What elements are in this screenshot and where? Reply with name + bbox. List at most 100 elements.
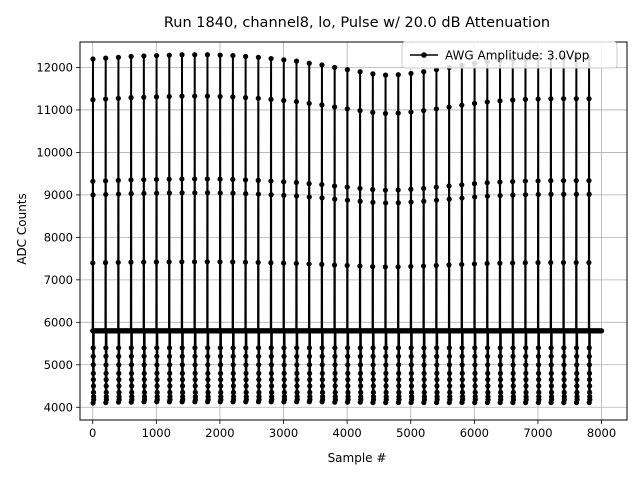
data-point [536, 377, 542, 383]
data-point [396, 383, 402, 389]
data-point [141, 94, 147, 100]
data-point [370, 109, 376, 115]
data-point [396, 397, 402, 403]
data-point [523, 397, 529, 403]
data-point [281, 362, 287, 368]
data-point [256, 383, 262, 389]
data-point [217, 190, 223, 196]
data-point [484, 193, 490, 199]
data-point [90, 362, 96, 368]
data-point [294, 362, 300, 368]
data-point [471, 261, 478, 267]
data-point [231, 397, 237, 403]
data-point [192, 397, 199, 403]
data-point [90, 345, 96, 351]
data-point [497, 98, 503, 104]
data-point [421, 107, 427, 114]
data-point [510, 389, 516, 395]
y-tick-label: 8000 [44, 230, 73, 244]
data-point [561, 389, 567, 395]
data-point [472, 353, 478, 359]
data-point [217, 353, 224, 359]
data-point [116, 397, 122, 403]
data-point [587, 397, 593, 403]
data-point [370, 370, 376, 376]
data-point [421, 362, 427, 368]
data-point [306, 353, 313, 359]
data-point [382, 110, 389, 117]
data-point [344, 262, 350, 269]
data-point [408, 109, 414, 115]
data-point [294, 345, 300, 351]
data-point [574, 370, 580, 376]
data-point [319, 345, 325, 351]
y-tick-label: 11000 [36, 103, 73, 117]
data-point [434, 397, 440, 403]
data-point [268, 55, 274, 62]
data-point [331, 183, 338, 189]
data-point [396, 389, 402, 395]
data-point [293, 179, 299, 186]
data-point [294, 383, 300, 389]
plot-area-frame [79, 41, 628, 421]
data-point [420, 263, 427, 269]
data-point [307, 389, 313, 395]
data-point [332, 397, 338, 403]
data-point [459, 362, 465, 368]
data-point [319, 377, 325, 383]
data-point [471, 181, 478, 187]
data-point [319, 353, 325, 359]
data-point [509, 260, 516, 266]
data-point [179, 176, 185, 182]
data-point [560, 96, 567, 102]
data-point [217, 345, 223, 351]
data-point [204, 52, 211, 58]
data-point [154, 389, 160, 395]
data-point [141, 353, 147, 359]
data-point [574, 377, 580, 383]
data-point [536, 389, 542, 395]
data-point [294, 389, 300, 395]
data-point [420, 185, 427, 191]
data-point [256, 377, 262, 383]
data-point [166, 190, 172, 196]
data-point [561, 370, 567, 376]
data-point [535, 191, 541, 198]
data-point [294, 397, 300, 403]
data-point [522, 178, 528, 184]
data-point [434, 345, 440, 351]
data-point [242, 259, 249, 265]
data-point [331, 262, 338, 268]
data-point [446, 196, 452, 202]
data-point [497, 383, 504, 389]
data-point [586, 362, 593, 368]
data-point [497, 345, 503, 351]
data-point [472, 389, 478, 395]
data-point [586, 178, 592, 184]
data-point [345, 383, 351, 389]
data-point [307, 397, 313, 403]
data-point [548, 259, 554, 266]
data-point [230, 362, 236, 368]
data-point [243, 362, 249, 368]
data-point [459, 195, 465, 201]
x-tick-label: 0 [89, 426, 96, 440]
data-point [574, 389, 580, 395]
data-point [205, 389, 211, 395]
data-point [332, 377, 338, 383]
data-point [319, 181, 325, 188]
data-point [434, 370, 440, 376]
data-point [192, 377, 198, 383]
data-point [154, 383, 160, 389]
data-point [395, 72, 401, 78]
data-point [116, 377, 122, 383]
data-point [268, 383, 275, 389]
data-point [91, 397, 97, 403]
data-point [447, 389, 453, 395]
legend-box [401, 41, 618, 69]
data-point [549, 397, 555, 403]
data-point [573, 178, 579, 184]
data-point [396, 370, 402, 376]
data-point [548, 377, 554, 383]
